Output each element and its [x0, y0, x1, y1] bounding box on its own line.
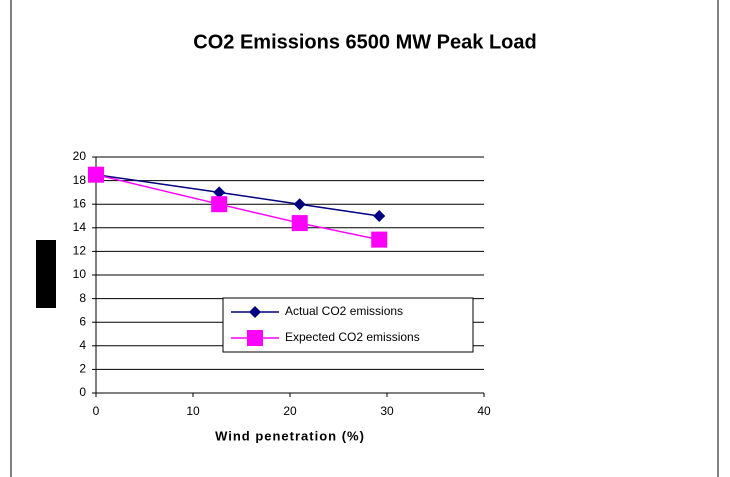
legend-label: Actual CO2 emissions — [285, 304, 403, 318]
data-point — [293, 198, 306, 211]
y-tick-label: 16 — [73, 196, 87, 210]
y-tick-label: 18 — [73, 173, 87, 187]
data-point — [373, 210, 386, 222]
x-axis-label: Wind penetration (%) — [215, 428, 365, 443]
legend-marker — [247, 330, 263, 346]
y-tick-label: 12 — [73, 244, 87, 258]
x-tick-label: 0 — [93, 404, 100, 418]
series-line — [95, 173, 380, 241]
y-tick-label: 20 — [73, 149, 87, 163]
data-point — [213, 186, 226, 199]
data-point — [88, 166, 104, 183]
y-tick-label: 6 — [79, 314, 86, 328]
data-point — [371, 231, 388, 248]
x-tick-label: 20 — [283, 404, 297, 418]
y-tick-label: 10 — [73, 267, 87, 281]
y-tick-label: 14 — [73, 220, 87, 234]
data-point — [211, 196, 228, 213]
chart-title: CO2 Emissions 6500 MW Peak Load — [193, 31, 536, 53]
x-tick-label: 40 — [477, 404, 491, 418]
x-tick-label: 30 — [380, 404, 394, 418]
y-tick-label: 8 — [79, 291, 86, 305]
legend-marker — [249, 306, 261, 318]
y-tick-label: 4 — [79, 338, 86, 352]
y-tick-label: 2 — [79, 362, 86, 376]
x-tick-label: 10 — [186, 404, 200, 418]
legend-box — [222, 297, 474, 353]
redacted-y-label — [36, 240, 56, 308]
y-tick-label: 0 — [79, 385, 86, 399]
legend-label: Expected CO2 emissions — [285, 330, 420, 344]
data-point — [291, 215, 308, 232]
series-line — [95, 173, 380, 217]
